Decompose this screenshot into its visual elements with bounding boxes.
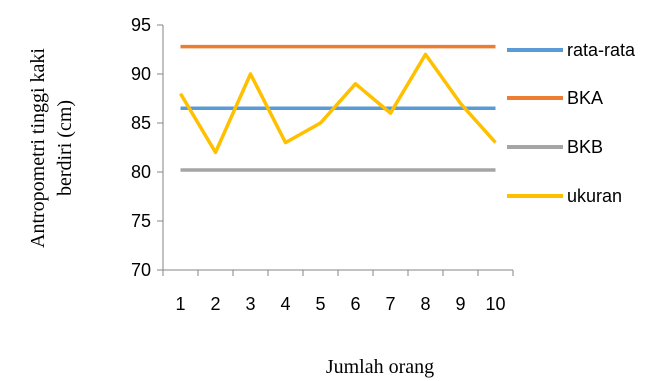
x-tick-label: 4 [280, 294, 290, 314]
x-tick-label: 9 [455, 294, 465, 314]
series-line-ukuran [178, 52, 497, 155]
legend-label-rata-rata: rata-rata [567, 40, 636, 60]
y-tick-label: 95 [131, 15, 151, 35]
y-axis-title: Antropometri tinggi kaki berdiri (cm) [27, 48, 76, 248]
x-tick-label: 2 [210, 294, 220, 314]
x-axis-ticks: 1 2 3 4 5 6 7 8 9 10 [162, 270, 514, 314]
y-tick-label: 85 [131, 113, 151, 133]
legend-label-BKB: BKB [567, 137, 603, 157]
x-tick-label: 10 [485, 294, 505, 314]
x-axis-title: Jumlah orang [326, 356, 434, 378]
x-tick-label: 5 [315, 294, 325, 314]
x-tick-label: 6 [350, 294, 360, 314]
x-tick-label: 8 [420, 294, 430, 314]
x-tick-label: 7 [385, 294, 395, 314]
legend: rata-rata BKA BKB ukuran [507, 40, 636, 206]
x-tick-label: 3 [245, 294, 255, 314]
series-lines [178, 44, 497, 172]
x-tick-label: 1 [175, 294, 185, 314]
y-axis-ticks: 70 75 80 85 90 95 [131, 15, 163, 280]
y-axis-title-line: berdiri (cm) [54, 100, 76, 196]
y-tick-label: 90 [131, 64, 151, 84]
y-tick-label: 70 [131, 260, 151, 280]
y-tick-label: 75 [131, 211, 151, 231]
legend-label-BKA: BKA [567, 88, 603, 108]
legend-label-ukuran: ukuran [567, 186, 622, 206]
y-tick-label: 80 [131, 162, 151, 182]
axes [162, 25, 513, 271]
y-axis-title-line: Antropometri tinggi kaki [27, 48, 49, 248]
